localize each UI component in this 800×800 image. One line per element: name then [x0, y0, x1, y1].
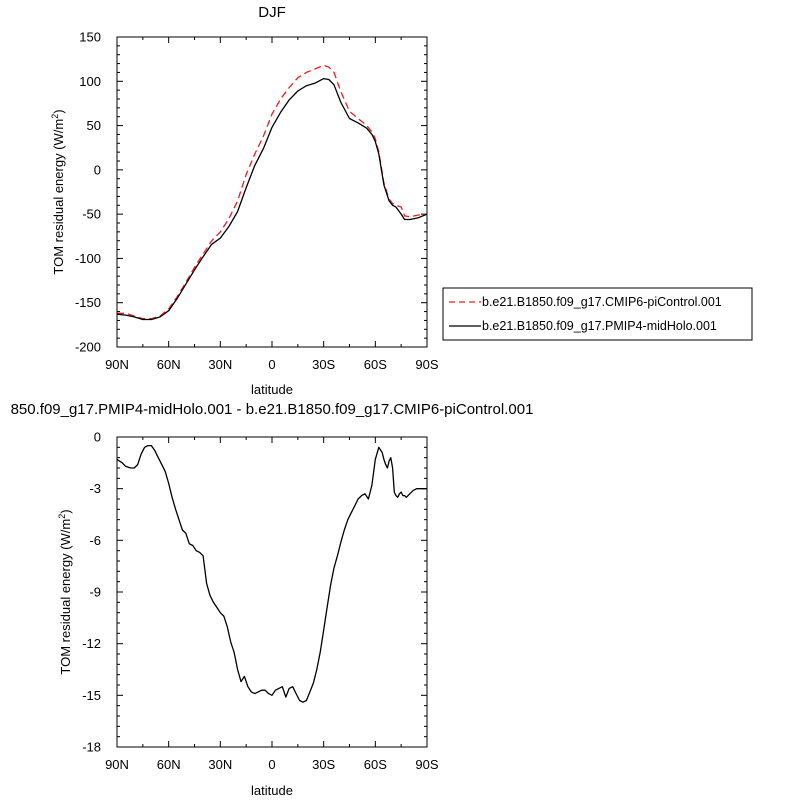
bottom-chart-xlabel: latitude [251, 783, 293, 798]
top-chart-ylabel: TOM residual energy (W/m2) [50, 109, 66, 274]
bottom-xtick-label: 0 [268, 757, 275, 772]
bottom-xtick-label: 30N [208, 757, 232, 772]
bottom-xtick-label: 30S [312, 757, 335, 772]
bottom-ytick-label: -15 [82, 688, 101, 703]
bottom-ytick-label: -9 [89, 585, 101, 600]
top-ytick-label: -100 [75, 251, 101, 266]
bottom-chart-title: 850.f09_g17.PMIP4-midHolo.001 - b.e21.B1… [11, 401, 534, 418]
legend: b.e21.B1850.f09_g17.CMIP6-piControl.001 … [442, 287, 753, 341]
top-chart: DJF 90N 60N 30N 0 30S 60S 90S 150 100 50 0 -50 -100 -… [50, 4, 439, 397]
top-ytick-label: 150 [79, 30, 101, 45]
top-xtick-label: 60N [157, 357, 181, 372]
top-plot-frame [116, 36, 428, 348]
bottom-ytick-label: -12 [82, 636, 101, 651]
legend-box [442, 287, 753, 341]
bottom-xtick-label: 60S [364, 757, 387, 772]
top-chart-xlabel: latitude [251, 382, 293, 397]
bottom-xtick-label: 60N [157, 757, 181, 772]
top-chart-title: DJF [258, 4, 286, 21]
top-ytick-label: -150 [75, 295, 101, 310]
top-ytick-label: -200 [75, 340, 101, 355]
top-xtick-label: 30S [312, 357, 335, 372]
top-xtick-label: 90N [105, 357, 129, 372]
top-ytick-label: -50 [82, 207, 101, 222]
bottom-xtick-label: 90S [415, 757, 438, 772]
top-xtick-label: 0 [268, 357, 275, 372]
bottom-series-line-0 [116, 444, 427, 703]
bottom-plot-frame [116, 436, 428, 748]
top-series-line-0 [117, 64, 428, 320]
bottom-ytick-label: -3 [89, 481, 101, 496]
top-xtick-label: 60S [364, 357, 387, 372]
bottom-chart-ylabel: TOM residual energy (W/m2) [57, 509, 73, 674]
bottom-ytick-label: -6 [89, 533, 101, 548]
bottom-xtick-label: 90N [105, 757, 129, 772]
top-ytick-label: 0 [94, 162, 101, 177]
top-xtick-label: 30N [208, 357, 232, 372]
bottom-chart: 850.f09_g17.PMIP4-midHolo.001 - b.e21.B1… [11, 401, 534, 798]
bottom-ytick-label: 0 [94, 430, 101, 445]
top-ytick-label: 50 [87, 118, 101, 133]
bottom-ytick-label: -18 [82, 740, 101, 755]
legend-label-picontrol: b.e21.B1850.f09_g17.CMIP6-piControl.001 [482, 295, 722, 309]
top-series-line-1 [116, 77, 428, 321]
legend-label-midholo: b.e21.B1850.f09_g17.PMIP4-midHolo.001 [482, 319, 717, 333]
top-ytick-label: 100 [79, 74, 101, 89]
top-xtick-label: 90S [415, 357, 438, 372]
